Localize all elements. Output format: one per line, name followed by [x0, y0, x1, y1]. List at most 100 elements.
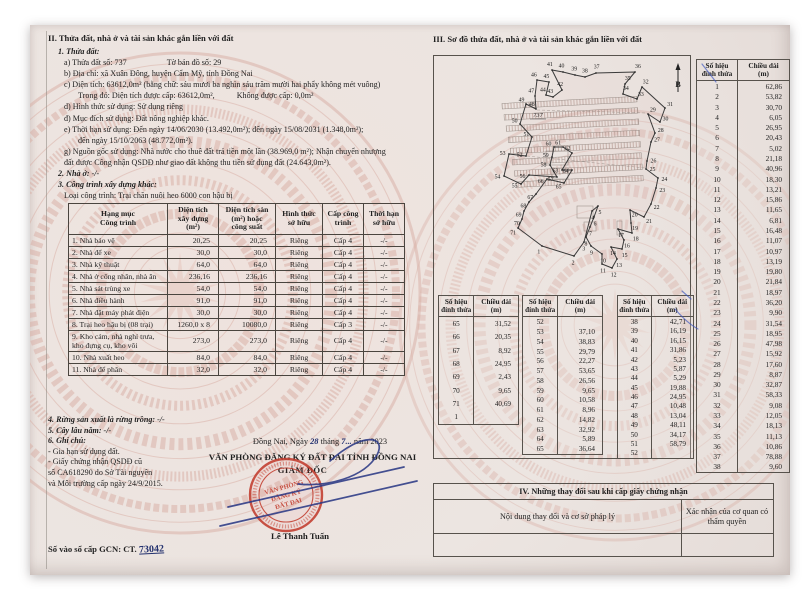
table-cell: 3. Nhà kỹ thuật — [68, 257, 168, 271]
signer-role: GIÁM ĐỐC — [278, 465, 328, 475]
vertex-number: 51 — [630, 439, 638, 448]
vertex-label: 1 — [537, 250, 540, 256]
use-term-line1: e) Thời hạn sử dụng: Đến ngày 14/06/2030… — [64, 124, 364, 134]
table-cell: -/- — [363, 233, 405, 247]
segment-length: 24,95 — [669, 393, 686, 402]
segment-length: 31,54 — [765, 318, 782, 328]
segment-length: 11,65 — [765, 205, 782, 215]
vertex-label: 67 — [527, 195, 533, 201]
vertex-label: 8 — [585, 242, 588, 248]
table-cell: 10080,0 — [218, 317, 276, 331]
vertex-number: 66 — [452, 333, 460, 342]
segment-length: 37,10 — [578, 328, 595, 337]
table-cell: Cấp 4 — [322, 293, 364, 307]
construction-table: Hạng mục Công trình Diện tích xây dựng (m… — [68, 203, 405, 376]
vertex-number: 6 — [715, 133, 719, 143]
vertex-dot — [617, 228, 619, 230]
table-cell: 64,0 — [167, 257, 219, 271]
vertex-label: 14 — [610, 251, 616, 257]
vertex-dot — [597, 205, 599, 207]
segment-length: 48,11 — [670, 421, 686, 430]
table-cell: 6. Nhà điều hành — [68, 293, 168, 307]
vertex-col-header: Số hiệu đỉnh thửa — [697, 60, 739, 81]
vertex-number: 13 — [713, 205, 721, 215]
vertex-number: 2 — [715, 92, 719, 102]
segment-length: 53,82 — [765, 92, 782, 102]
vertex-number: 26 — [713, 339, 721, 349]
vertex-label: 3 — [582, 246, 585, 252]
vertex-table-a: Số hiệu đỉnh thửa Chiều dài (m) 65 66 67 68 69… — [438, 295, 519, 425]
vertex-number: 45 — [630, 383, 638, 392]
vertex-label: 46 — [531, 72, 537, 78]
section2-title: II. Thửa đất, nhà ở và tài sản khác gắn … — [48, 33, 234, 43]
vertex-number: 38 — [630, 318, 638, 327]
vertex-dot — [521, 218, 523, 220]
vertex-label: 41 — [547, 62, 553, 68]
issuing-office: VĂN PHÒNG ĐĂNG KÝ ĐẤT ĐAI TỈNH ĐỒNG NAI — [208, 452, 417, 462]
vertex-label: 16 — [624, 244, 630, 250]
table-cell: 20,25 — [167, 233, 219, 247]
vertex-label: 61 — [555, 141, 561, 147]
table-row: 4. Nhà ở công nhân, nhà ăn 236,16 236,16 Ri… — [68, 269, 405, 283]
segment-length: 15,86 — [765, 195, 782, 205]
handwritten-day: 28 — [310, 437, 319, 446]
remark-line: số CA618290 do Sở Tài nguyên — [48, 467, 153, 477]
vertex-dot — [601, 253, 603, 255]
segment-length: 16,15 — [669, 336, 686, 345]
construction-col-header: Thời hạn sở hữu — [363, 203, 405, 235]
construction-heading: 3. Công trình xây dựng khác: — [58, 180, 157, 190]
vertex-dot — [643, 216, 645, 218]
table-row: 10. Nhà xuất heo 84,0 84,0 Riêng Cấp 4 -/- — [68, 350, 405, 364]
vertex-label: 32 — [643, 80, 649, 86]
segment-length: 9,65 — [498, 386, 511, 395]
vertex-table-b: Số hiệu đỉnh thửa Chiều dài (m) 52 53 54 55 56… — [522, 295, 603, 455]
address-line: b) Địa chỉ: xã Xuân Đông, huyện Cẩm Mỹ, … — [64, 69, 253, 79]
segment-length: 13,04 — [669, 411, 686, 420]
section4-table: IV. Những thay đổi sau khi cấp giấy chứn… — [433, 483, 774, 557]
table-row: 2. Nhà để xe 30,0 30,0 Riêng Cấp 4 -/- — [68, 245, 405, 259]
vertex-number: 11 — [713, 184, 721, 194]
vertex-dot — [528, 201, 530, 203]
vertex-dot — [517, 227, 519, 229]
section2-text: 1. Thửa đất: a) Thửa đất số: 737 Tờ bản đ… — [48, 46, 426, 201]
seal-ring-text — [252, 461, 320, 529]
vertex-label: 37 — [594, 65, 600, 71]
area-line: c) Diện tích: 63612,0m² (bằng chữ: sáu m… — [64, 80, 381, 90]
vertex-number: 43 — [630, 364, 638, 373]
vertex-dot — [610, 246, 612, 248]
vertex-number: 5 — [715, 123, 719, 133]
segment-length: 58,33 — [765, 390, 782, 400]
table-cell: Riêng — [275, 293, 323, 307]
vertex-dot — [601, 263, 603, 265]
remark-line: - Giấy chứng nhận QSDĐ cũ — [48, 457, 143, 467]
vertex-label: 23 — [659, 188, 665, 194]
vertex-label: 26 — [651, 158, 657, 164]
segment-length: 10,97 — [765, 246, 782, 256]
segment-length: 20,35 — [494, 333, 511, 342]
vertex-dot — [595, 72, 597, 74]
vertex-label: 15 — [622, 253, 628, 259]
vertex-label: 7 — [589, 231, 592, 237]
table-cell: Cấp 4 — [322, 245, 364, 259]
segment-length: 18,30 — [765, 174, 782, 184]
vertex-dot — [519, 123, 521, 125]
vertex-label: 9 — [590, 250, 593, 256]
vertex-table-main: Số hiệu đỉnh thửa Chiều dài (m) 1 2 3 4 5 6 7 8 9 1… — [696, 59, 790, 473]
vertex-label: 48 — [529, 102, 535, 108]
vertex-dot — [535, 108, 537, 110]
segment-length: 31,52 — [494, 320, 511, 329]
vertex-label: 65 — [556, 185, 562, 191]
table-cell: Cấp 4 — [322, 269, 364, 283]
segment-length: 21,84 — [765, 277, 782, 287]
table-cell: 64,0 — [218, 257, 276, 271]
vertex-number: 14 — [713, 215, 721, 225]
pig-barn-bars — [501, 96, 644, 188]
table-cell: Cấp 4 — [322, 233, 364, 247]
vertex-number: 52 — [536, 318, 544, 327]
vertex-dot — [556, 176, 558, 178]
vertex-dot — [659, 121, 661, 123]
segment-length: 16,19 — [669, 327, 686, 336]
vertex-number: 36 — [713, 441, 721, 451]
segment-length: 9,65 — [582, 386, 595, 395]
table-cell: 236,16 — [167, 269, 219, 283]
